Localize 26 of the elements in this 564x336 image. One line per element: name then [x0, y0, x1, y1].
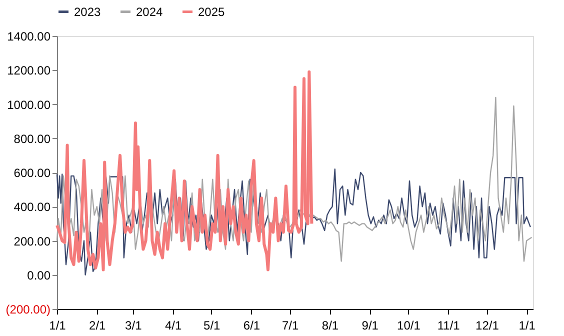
- y-tick-label: 1400.00: [7, 30, 51, 44]
- y-tick-label: 200.00: [14, 234, 51, 248]
- x-tick-label: 5/1: [204, 318, 221, 332]
- x-tick-label: 7/1: [282, 318, 300, 332]
- x-tick-label: 6/1: [243, 318, 260, 332]
- legend-label: 2024: [136, 4, 164, 19]
- y-tick-label: 600.00: [14, 166, 51, 180]
- x-tick-label: 1/1: [49, 318, 66, 332]
- x-tick-label: 10/1: [397, 318, 421, 332]
- x-tick-label: 9/1: [362, 318, 379, 332]
- y-tick-label: 400.00: [14, 200, 51, 214]
- legend-label: 2025: [198, 4, 226, 19]
- x-tick-label: 4/1: [164, 318, 182, 332]
- y-tick-label: 0.00: [27, 268, 51, 282]
- line-series: [56, 70, 314, 272]
- y-tick-label: 800.00: [14, 132, 51, 146]
- x-tick-label: 8/1: [322, 318, 339, 332]
- y-tick-label: 1000.00: [7, 98, 51, 112]
- x-tick-label: 12/1: [476, 318, 500, 332]
- y-tick-label: (200.00): [6, 302, 50, 316]
- y-tick-label: 1200.00: [7, 64, 51, 78]
- x-tick-label: 2/1: [89, 318, 106, 332]
- x-tick-label: 1/1: [518, 318, 536, 332]
- x-tick-label: 11/1: [437, 318, 460, 332]
- legend-label: 2023: [74, 4, 102, 19]
- x-tick-label: 3/1: [125, 318, 142, 332]
